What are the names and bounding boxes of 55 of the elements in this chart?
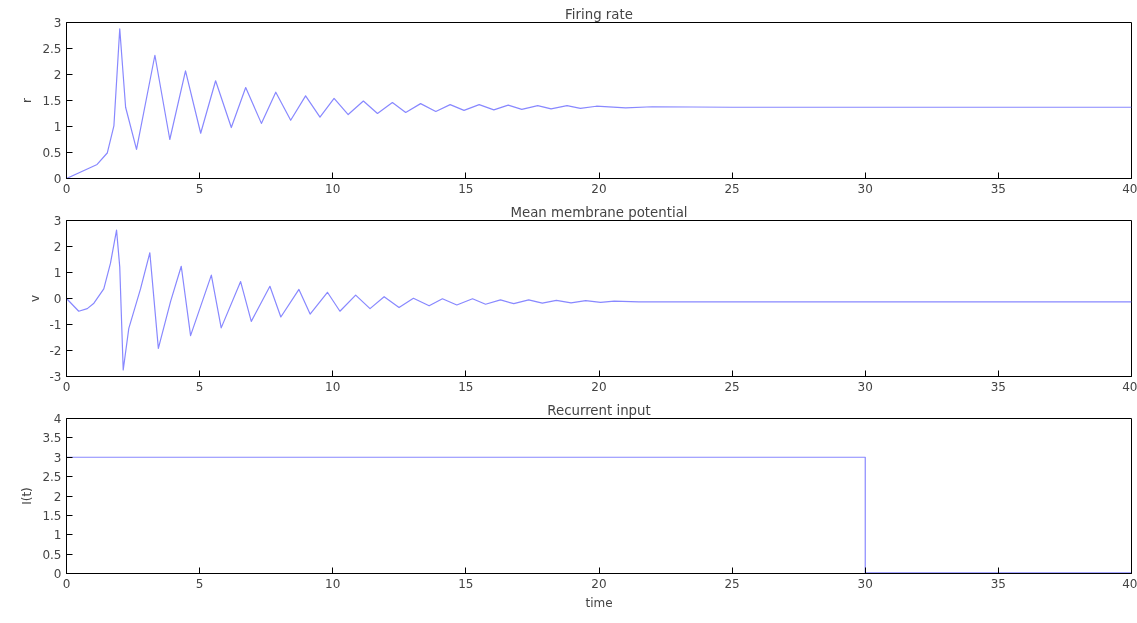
x-tick-label: 25 xyxy=(724,181,740,196)
y-tick-label: 2.5 xyxy=(42,470,62,485)
y-tick-label: 3 xyxy=(53,450,62,465)
y-tick-label: -3 xyxy=(49,370,62,384)
x-tick-label: 25 xyxy=(724,576,740,591)
y-tick-label: 1.5 xyxy=(42,508,62,523)
y-tick-label: 2.5 xyxy=(42,42,62,56)
chart-title: Recurrent input xyxy=(547,402,651,418)
x-tick-label: 5 xyxy=(195,576,204,591)
y-axis-title: I(t) xyxy=(20,487,35,505)
x-tick-label: 10 xyxy=(325,379,341,394)
y-tick-label: 0.5 xyxy=(42,547,62,562)
x-tick-label: 20 xyxy=(591,181,607,196)
y-tick-label: 3 xyxy=(53,214,62,228)
x-tick-label: 35 xyxy=(990,181,1007,196)
chart-title: Firing rate xyxy=(565,6,633,22)
x-tick-label: 25 xyxy=(724,379,740,394)
chart-title: Mean membrane potential xyxy=(510,204,688,220)
y-tick-label: 4 xyxy=(53,412,62,426)
x-tick-label: 30 xyxy=(857,379,873,394)
x-tick-label: 5 xyxy=(195,379,204,394)
x-tick-label: 35 xyxy=(990,576,1007,591)
y-tick-label: -1 xyxy=(49,318,62,332)
y-tick-label: 1 xyxy=(53,120,62,134)
y-tick-label: 0.5 xyxy=(42,146,62,160)
y-tick-label: 0 xyxy=(53,172,62,186)
x-tick-label: 30 xyxy=(857,576,873,591)
y-tick-label: 0 xyxy=(53,292,62,306)
x-tick-label: 40 xyxy=(1122,576,1137,591)
x-tick-label: 5 xyxy=(195,181,204,196)
x-tick-label: 20 xyxy=(591,576,607,591)
y-tick-label: 2 xyxy=(53,489,62,504)
y-tick-label: 1.5 xyxy=(42,94,62,108)
x-axis-title: time xyxy=(585,595,613,610)
x-tick-label: 15 xyxy=(458,181,474,196)
x-tick-label: 10 xyxy=(325,181,341,196)
y-tick-label: 1 xyxy=(53,528,62,543)
y-tick-label: 1 xyxy=(53,266,62,280)
y-axis-title: r xyxy=(20,97,35,103)
x-tick-label: 15 xyxy=(458,576,474,591)
y-tick-label: 3 xyxy=(53,16,62,30)
x-tick-label: 40 xyxy=(1122,181,1137,196)
x-tick-label: 15 xyxy=(458,379,474,394)
line-series xyxy=(66,229,1132,371)
x-tick-label: 35 xyxy=(990,379,1007,394)
y-tick-label: 0 xyxy=(53,567,62,581)
x-tick-label: 30 xyxy=(857,181,873,196)
x-tick-label: 10 xyxy=(325,576,341,591)
y-axis-title: v xyxy=(27,294,42,303)
x-tick-label: 20 xyxy=(591,379,607,394)
y-tick-label: 3.5 xyxy=(42,431,62,446)
y-tick-label: -2 xyxy=(49,344,62,358)
x-tick-label: 40 xyxy=(1122,379,1137,394)
y-tick-label: 2 xyxy=(53,68,62,82)
y-tick-label: 2 xyxy=(53,240,62,254)
